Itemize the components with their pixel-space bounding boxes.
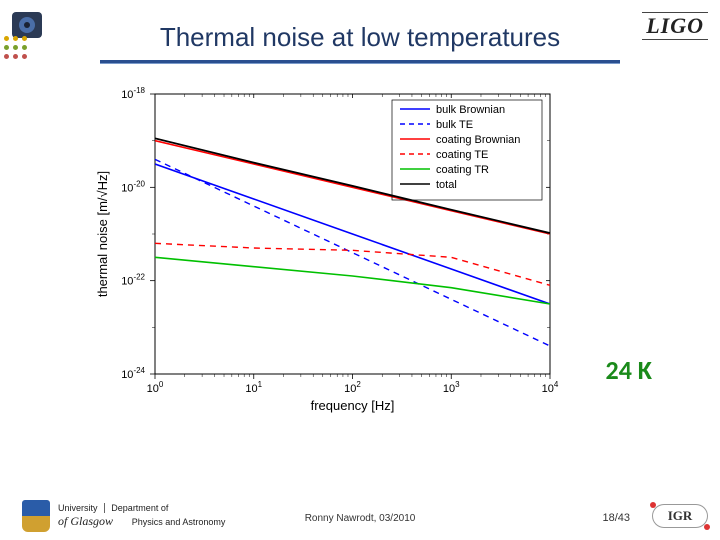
svg-text:frequency [Hz]: frequency [Hz] [311,398,395,413]
svg-text:10-22: 10-22 [121,273,145,288]
university-text: University Department of of Glasgow Phys… [58,503,225,528]
svg-text:coating TE: coating TE [436,149,488,161]
dept-line1: Department of [104,503,168,513]
uni-line1: University [58,503,98,513]
slide: LIGO Thermal noise at low temperatures 1… [0,0,720,540]
dot [4,54,9,59]
svg-text:10-24: 10-24 [121,366,145,381]
author-line: Ronny Nawrodt, 03/2010 [305,513,416,524]
svg-text:10-18: 10-18 [121,86,145,101]
svg-text:coating TR: coating TR [436,164,489,176]
svg-text:102: 102 [344,380,361,395]
svg-text:coating Brownian: coating Brownian [436,134,520,146]
svg-text:103: 103 [443,380,460,395]
footer: University Department of of Glasgow Phys… [0,492,720,532]
igr-logo: IGR [652,504,708,528]
svg-text:bulk Brownian: bulk Brownian [436,104,505,116]
page-number: 18/43 [602,512,630,524]
temperature-label: 24 K [606,354,652,386]
svg-text:total: total [436,179,457,191]
svg-text:10-20: 10-20 [121,179,145,194]
university-logo: University Department of of Glasgow Phys… [22,500,225,532]
svg-text:104: 104 [542,380,559,395]
slide-title: Thermal noise at low temperatures [0,22,720,53]
thermal-noise-chart: 100 101 102 103 104 10-18 10-20 10-22 10-24 frequ… [90,80,570,420]
svg-text:bulk TE: bulk TE [436,119,473,131]
dept-line2: Physics and Astronomy [126,517,226,527]
svg-text:101: 101 [245,380,262,395]
title-underline [100,60,620,64]
svg-text:thermal noise [m/√Hz]: thermal noise [m/√Hz] [95,171,110,297]
svg-text:100: 100 [147,380,164,395]
crest-icon [22,500,50,532]
uni-line2: of Glasgow [58,514,113,528]
dot [22,54,27,59]
dot [13,54,18,59]
